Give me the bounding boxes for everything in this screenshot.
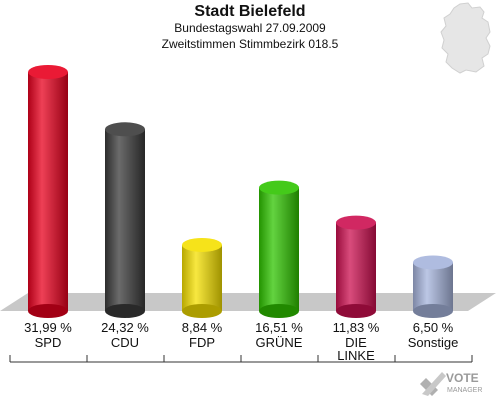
bar-grüne (259, 180, 299, 318)
value-label: 6,50 % (412, 320, 454, 335)
bar-sonstige (413, 255, 453, 318)
category-label: FDP (189, 335, 215, 350)
category-label: GRÜNE (255, 335, 303, 350)
value-label: 11,83 % (332, 320, 380, 335)
value-label: 31,99 % (24, 320, 72, 335)
category-label: DIE LINKE (337, 335, 375, 363)
value-label: 16,51 % (255, 320, 303, 335)
logo-main-text: VOTE (446, 371, 479, 385)
ballot-check-icon (420, 372, 446, 396)
value-label: 24,32 % (101, 320, 149, 335)
value-label: 8,84 % (181, 320, 223, 335)
votemanager-logo: VOTE MANAGER (420, 371, 482, 396)
category-label: SPD (34, 335, 62, 350)
logo-sub-text: MANAGER (447, 387, 482, 394)
category-label: Sonstige (407, 335, 459, 350)
category-label: CDU (110, 335, 140, 350)
category-axis (9, 355, 473, 363)
bar-spd (28, 65, 68, 318)
chart-title: Stadt Bielefeld (194, 3, 306, 20)
chart-subtitle: Bundestagswahl 27.09.2009 (174, 21, 326, 35)
germany-map-icon (440, 2, 491, 74)
bar-cdu (105, 122, 145, 318)
bar-fdp (182, 237, 222, 318)
chart-subtitle-2: Zweitstimmen Stimmbezirk 018.5 (161, 37, 339, 51)
bar-die-linke (336, 215, 376, 318)
